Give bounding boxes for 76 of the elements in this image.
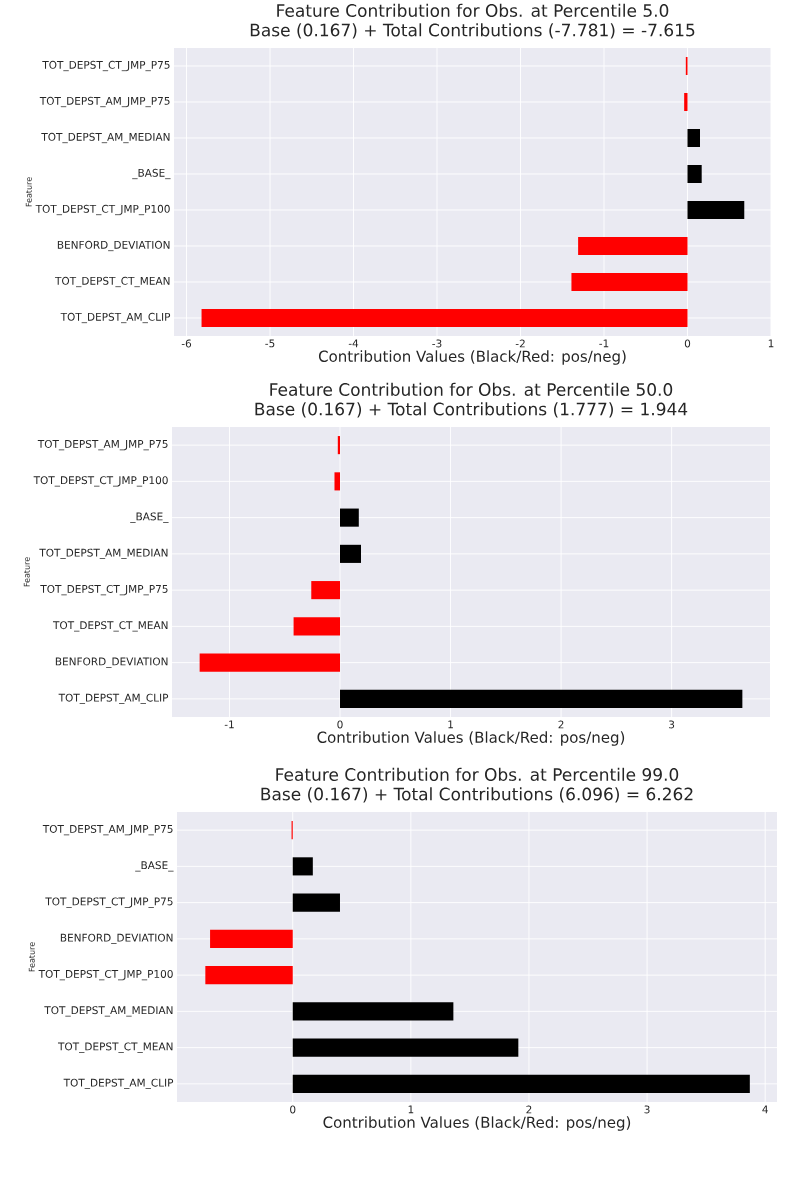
bar — [199, 653, 341, 672]
x-tick-label: 0 — [337, 720, 343, 729]
y-tick-label: TOT_DEPST_CT_JMP_P100 — [38, 969, 173, 981]
y-tick-label: TOT_DEPST_AM_CLIP — [60, 312, 171, 324]
y-tick-label: TOT_DEPST_AM_JMP_P75 — [37, 439, 168, 451]
y-tick-label: BENFORD_DEVIATION — [55, 657, 168, 668]
bar — [311, 581, 341, 600]
chart-title: Feature Contribution for Obs. at Percentile 50.0 — [270, 382, 673, 396]
chart-subtitle: Base (0.167) + Total Contributions (-7.781) = -7.615 — [250, 23, 695, 39]
chart-title: Feature Contribution for Obs. at Percentile 99.0 — [276, 767, 679, 781]
chart-subtitle: Base (0.167) + Total Contributions (1.777) = 1.944 — [255, 402, 688, 418]
y-tick-label: TOT_DEPST_CT_JMP_P75 — [40, 584, 168, 596]
chart-title: Feature Contribution for Obs. at Percentile 5.0 — [277, 3, 669, 17]
x-tick-label: -5 — [265, 339, 275, 348]
bar — [201, 308, 688, 327]
x-tick-label: 1 — [408, 1105, 414, 1114]
y-tick-label: BENFORD_DEVIATION — [60, 933, 173, 944]
y-tick-label: TOT_DEPST_AM_MEDIAN — [44, 1006, 173, 1017]
y-tick-label: TOT_DEPST_CT_MEAN — [57, 1042, 173, 1053]
y-tick-label: _BASE_ — [132, 168, 171, 180]
y-tick-label: TOT_DEPST_CT_JMP_P75 — [42, 60, 170, 72]
x-tick-label: -1 — [599, 339, 609, 348]
x-tick-label: 0 — [684, 339, 691, 348]
y-tick-label: _BASE_ — [135, 861, 174, 872]
x-tick-label: 2 — [526, 1105, 532, 1114]
x-tick-label: 4 — [762, 1105, 768, 1114]
y-tick-label: TOT_DEPST_AM_MEDIAN — [39, 548, 168, 559]
x-tick-label: 0 — [290, 1105, 296, 1114]
bar — [684, 92, 688, 111]
y-axis-title: Feature — [25, 177, 32, 207]
bar — [687, 128, 701, 147]
bar — [337, 436, 341, 455]
x-tick-label: -4 — [348, 339, 359, 348]
bar — [340, 508, 359, 527]
x-axis-title: Contribution Values (Black/Red: pos/neg) — [318, 350, 626, 365]
bar — [292, 1038, 519, 1057]
bar — [292, 1002, 454, 1021]
y-tick-label: TOT_DEPST_CT_MEAN — [52, 621, 168, 632]
x-tick-label: 3 — [669, 720, 675, 729]
y-tick-label: TOT_DEPST_AM_MEDIAN — [41, 132, 170, 144]
y-tick-label: TOT_DEPST_AM_JMP_P75 — [39, 96, 170, 108]
bar — [340, 544, 362, 563]
bar — [340, 689, 743, 708]
bar — [571, 272, 688, 291]
bar — [292, 857, 313, 876]
y-tick-label: TOT_DEPST_AM_CLIP — [58, 693, 169, 704]
y-tick-label: TOT_DEPST_CT_JMP_P100 — [35, 204, 170, 216]
bar — [578, 236, 688, 255]
y-tick-label: TOT_DEPST_AM_JMP_P75 — [42, 824, 173, 836]
y-tick-label: BENFORD_DEVIATION — [57, 240, 170, 252]
y-tick-label: TOT_DEPST_AM_CLIP — [63, 1078, 174, 1089]
x-tick-label: 1 — [768, 339, 774, 348]
x-tick-label: -6 — [181, 339, 192, 348]
bar — [205, 966, 293, 985]
bar — [687, 164, 702, 183]
bar — [210, 929, 293, 948]
bar — [687, 200, 745, 219]
bar — [292, 893, 340, 912]
bar — [334, 472, 341, 491]
bar — [293, 617, 341, 636]
x-tick-label: 2 — [558, 720, 564, 729]
x-axis-title: Contribution Values (Black/Red: pos/neg) — [317, 731, 625, 746]
y-tick-label: _BASE_ — [130, 512, 169, 523]
y-tick-label: TOT_DEPST_CT_JMP_P75 — [45, 897, 173, 908]
y-axis-title: Feature — [28, 942, 35, 972]
chart-subtitle: Base (0.167) + Total Contributions (6.096) = 6.262 — [261, 787, 693, 803]
x-tick-label: 1 — [448, 720, 453, 729]
y-tick-label: TOT_DEPST_CT_JMP_P100 — [33, 476, 168, 487]
y-tick-label: TOT_DEPST_CT_MEAN — [54, 276, 170, 288]
y-axis-title: Feature — [23, 557, 30, 587]
x-tick-label: -1 — [224, 720, 234, 729]
x-axis-title: Contribution Values (Black/Red: pos/neg) — [323, 1116, 631, 1131]
x-tick-label: -2 — [515, 339, 525, 348]
bar — [292, 1074, 750, 1093]
x-tick-label: 3 — [644, 1105, 650, 1114]
x-tick-label: -3 — [432, 339, 442, 348]
